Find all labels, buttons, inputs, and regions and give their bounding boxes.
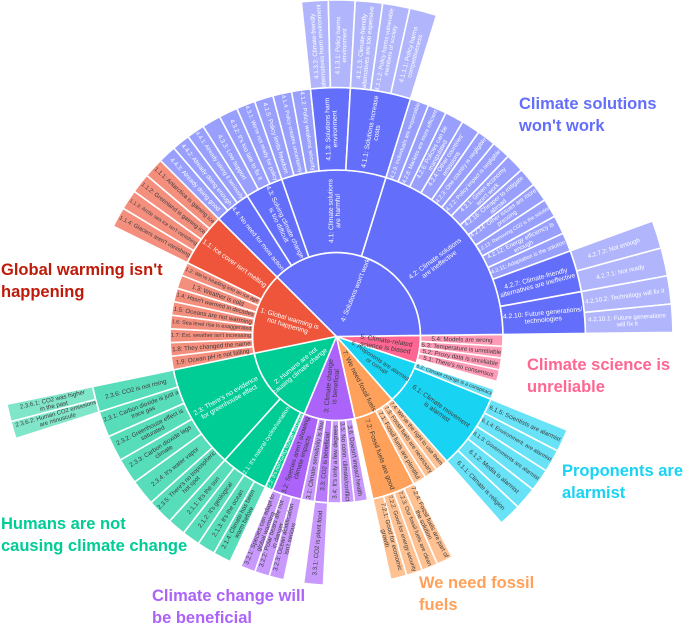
svg-text:3: Climate changeis beneficial: 3: Climate changeis beneficial	[323, 359, 342, 414]
svg-text:4.1.3: Solutions harmenvironme: 4.1.3: Solutions harmenvironment	[324, 97, 340, 161]
svg-text:4.1.3.1: Policy harmsenvironme: 4.1.3.1: Policy harmsenvironment	[334, 17, 348, 75]
svg-text:4.1: Climate solutionsare harm: 4.1: Climate solutionsare harmful	[327, 178, 342, 243]
svg-text:1.7: Ext. weather isn't increa: 1.7: Ext. weather isn't increasing	[171, 333, 251, 339]
svg-text:5.4: Models are wrong: 5.4: Models are wrong	[431, 335, 493, 343]
svg-text:4.2.10.1: Future generationswi: 4.2.10.1: Future generationswill fix it	[588, 312, 666, 330]
svg-text:3.4: It's only a few degrees: 3.4: It's only a few degrees	[331, 425, 339, 499]
